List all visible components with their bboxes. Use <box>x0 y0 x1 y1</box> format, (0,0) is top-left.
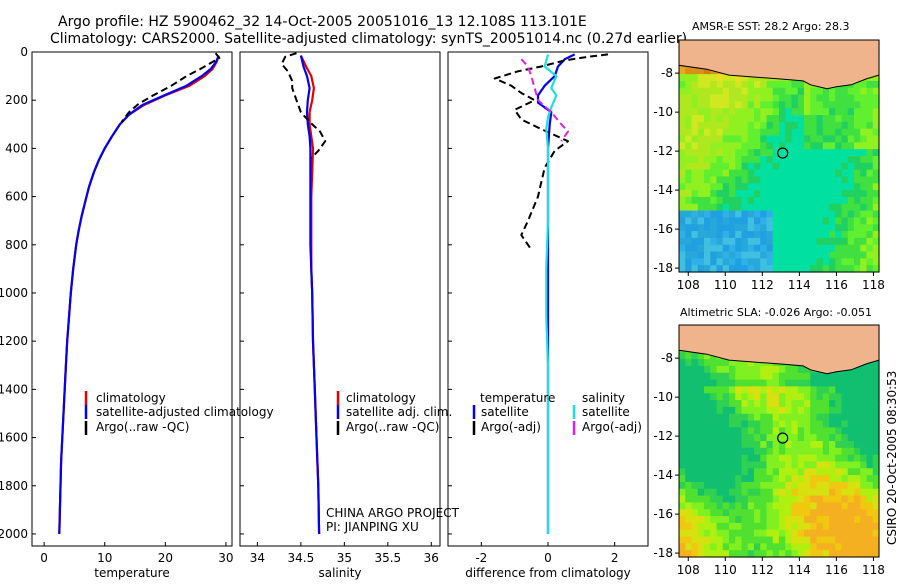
x-tick-label: 36 <box>424 551 439 565</box>
salinity-profile-chart: 34 34.5 35 35.5 36 salinity <box>239 51 441 580</box>
lat-tick-label: -10 <box>653 390 673 404</box>
lat-tick-label: -18 <box>653 546 673 560</box>
lon-tick-label: 116 <box>825 278 848 292</box>
argo-location-marker <box>777 147 789 159</box>
y-tick-label: 1800 <box>0 479 28 493</box>
legend-label: satellite adj. clim. <box>346 405 452 419</box>
lon-tick-label: 110 <box>714 278 737 292</box>
lat-tick-label: -8 <box>661 66 673 80</box>
project-pi: PI: JIANPING XU <box>326 520 419 534</box>
x-axis-label: difference from climatology <box>465 566 631 580</box>
series-line-argo-raw-qc- <box>280 52 327 159</box>
lat-tick-label: -12 <box>653 144 673 158</box>
sla-map: Altimetric SLA: -0.026 Argo: -0.051 -8 -1… <box>653 306 885 577</box>
lat-tick-label: -16 <box>653 507 673 521</box>
legend-label: Argo(..raw -QC) <box>96 420 189 434</box>
x-tick-label: 10 <box>97 551 112 565</box>
series-line-satellite-adj-clim- <box>299 55 321 535</box>
sst-map: AMSR-E SST: 28.2 Argo: 28.3 -8 -10 -12 -14 -… <box>653 20 885 292</box>
lon-tick-label: 114 <box>788 278 811 292</box>
map-frame <box>678 324 880 558</box>
x-tick-label: 34 <box>250 551 265 565</box>
lon-tick-label: 110 <box>714 563 737 577</box>
x-tick-label: 20 <box>158 551 173 565</box>
series-line-salinity-satellite <box>543 54 558 534</box>
lat-tick-label: -18 <box>653 261 673 275</box>
x-axis-label: salinity <box>318 566 361 580</box>
plot-frame <box>239 51 441 547</box>
temperature-legend: climatology satellite-adjusted climatolo… <box>84 391 274 435</box>
lon-tick-label: 108 <box>677 563 700 577</box>
x-tick-label: 34.5 <box>288 551 315 565</box>
x-tick-label: 0 <box>544 551 552 565</box>
map-frame <box>678 39 880 273</box>
lon-tick-label: 108 <box>677 278 700 292</box>
series-line-temperature-argo-adj- <box>493 53 609 251</box>
legend-label: climatology <box>96 391 166 405</box>
y-tick-label: 1600 <box>0 431 28 445</box>
lon-tick-label: 116 <box>825 563 848 577</box>
land-mass <box>678 324 880 375</box>
lat-tick-label: -16 <box>653 222 673 236</box>
lon-tick-label: 112 <box>751 278 774 292</box>
x-tick-label: -2 <box>475 551 487 565</box>
side-label: CSIRO 20-Oct-2005 08:30:53 <box>885 371 899 545</box>
series-line-temperature-satellite <box>536 53 576 534</box>
project-name: CHINA ARGO PROJECT <box>326 506 460 520</box>
legend-label: satellite-adjusted climatology <box>96 405 274 419</box>
y-tick-label: 0 <box>20 45 28 59</box>
legend-label: Argo(-adj) <box>481 420 541 434</box>
legend-header-salinity: salinity <box>582 391 625 405</box>
figure-title-line1: Argo profile: HZ 5900462_32 14-Oct-2005 … <box>58 14 587 30</box>
y-tick-label: 800 <box>5 238 28 252</box>
legend-label: satellite <box>582 405 630 419</box>
land-mass <box>678 39 880 90</box>
y-tick-label: 1000 <box>0 286 28 300</box>
legend-label: Argo(-adj) <box>582 420 642 434</box>
series-line-salinity-argo-adj- <box>520 58 569 142</box>
y-tick-label: 1200 <box>0 334 28 348</box>
series-line-satellite-adjusted-climatology <box>58 55 220 535</box>
legend-label: Argo(..raw -QC) <box>346 420 439 434</box>
y-tick-label: 1400 <box>0 382 28 396</box>
lat-tick-label: -12 <box>653 429 673 443</box>
lat-tick-label: -8 <box>661 351 673 365</box>
x-tick-label: 30 <box>218 551 233 565</box>
series-line-argo-raw-qc- <box>120 52 221 123</box>
lon-tick-label: 118 <box>862 563 885 577</box>
legend-label: climatology <box>346 391 416 405</box>
plot-frame <box>31 51 233 547</box>
legend-header-temperature: temperature <box>480 391 555 405</box>
lat-tick-label: -14 <box>653 468 673 482</box>
x-tick-label: 35.5 <box>374 551 401 565</box>
lon-tick-label: 114 <box>788 563 811 577</box>
x-tick-label: 2 <box>611 551 619 565</box>
y-tick-label: 200 <box>5 93 28 107</box>
x-tick-label: 35 <box>337 551 352 565</box>
x-axis-label: temperature <box>94 566 169 580</box>
legend-label: satellite <box>481 405 529 419</box>
figure-title-line2: Climatology: CARS2000. Satellite-adjuste… <box>50 31 687 47</box>
difference-legend: temperature salinity satellite Argo(-adj… <box>472 391 642 435</box>
temperature-profile-chart: 0 10 20 30 temperature 0 200 400 600 800 1000 1200 1… <box>0 45 234 580</box>
argo-location-marker <box>777 432 789 444</box>
y-tick-label: 2000 <box>0 527 28 541</box>
lat-tick-label: -10 <box>653 105 673 119</box>
y-tick-label: 600 <box>5 190 28 204</box>
lon-tick-label: 118 <box>862 278 885 292</box>
lon-tick-label: 112 <box>751 563 774 577</box>
lat-tick-label: -14 <box>653 183 673 197</box>
y-tick-label: 400 <box>5 141 28 155</box>
x-tick-label: 0 <box>40 551 48 565</box>
sst-map-title: AMSR-E SST: 28.2 Argo: 28.3 <box>692 20 850 33</box>
salinity-legend: climatology satellite adj. clim. Argo(..… <box>336 391 452 435</box>
series-line-climatology <box>58 55 220 535</box>
sla-map-title: Altimetric SLA: -0.026 Argo: -0.051 <box>680 306 872 319</box>
